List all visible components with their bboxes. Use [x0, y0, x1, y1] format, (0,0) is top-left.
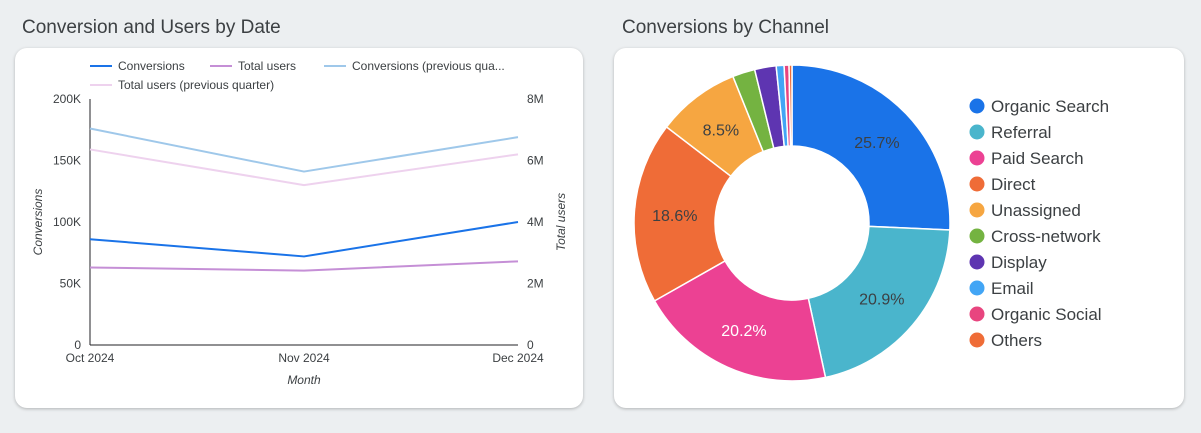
y-tick-label: 100K	[53, 215, 81, 229]
x-tick-label: Nov 2024	[278, 351, 330, 365]
legend-item-7[interactable]: Display	[969, 253, 1048, 272]
legend-item-9[interactable]: Organic Social	[969, 305, 1102, 324]
slice-10[interactable]	[788, 64, 793, 147]
legend-item-8[interactable]: Email	[969, 279, 1034, 298]
y-tick-label: 0	[74, 338, 81, 352]
y2-axis-title: Total users	[554, 193, 568, 251]
slice-label: 25.7%	[854, 135, 899, 152]
slice-label: 18.6%	[652, 208, 697, 225]
legend-label: Email	[991, 279, 1034, 298]
legend-item-6[interactable]: Cross-network	[969, 227, 1102, 246]
series-line-3[interactable]	[89, 127, 519, 173]
legend-item-3[interactable]: Paid Search	[969, 149, 1084, 168]
legend-item-10[interactable]: Others	[969, 331, 1043, 350]
legend-label: Unassigned	[991, 201, 1081, 220]
legend-label: Total users (previous quarter)	[118, 78, 274, 92]
pie-chart-card: 25.7% 20.9% 20.2% 18.6% 8.5% Organic Search Re…	[614, 48, 1184, 408]
legend-label: Conversions (previous qua...	[352, 59, 505, 73]
slice-2[interactable]	[807, 225, 951, 379]
legend-label: Others	[991, 331, 1042, 350]
legend-item-1[interactable]: Organic Search	[969, 97, 1110, 116]
legend-item-2[interactable]: Referral	[969, 123, 1052, 142]
legend-dot	[969, 228, 985, 244]
x-tick-label: Dec 2024	[492, 351, 544, 365]
legend-dot	[969, 306, 985, 322]
y-tick-label: 200K	[53, 92, 81, 106]
series-line-4[interactable]	[89, 148, 519, 187]
legend-label: Conversions	[118, 59, 185, 73]
legend-dot	[969, 332, 985, 348]
y2-tick-label: 8M	[527, 92, 544, 106]
x-axis-title: Month	[287, 373, 321, 387]
y2-tick-label: 0	[527, 338, 534, 352]
slice-4[interactable]	[633, 125, 732, 302]
legend-item-2[interactable]: Total users	[210, 59, 296, 73]
legend-label: Paid Search	[991, 149, 1084, 168]
y-tick-label: 50K	[60, 277, 81, 291]
legend-item-4[interactable]: Total users (previous quarter)	[90, 78, 274, 92]
slice-label: 8.5%	[703, 122, 739, 139]
legend-label: Direct	[991, 175, 1036, 194]
legend-label: Organic Search	[991, 97, 1109, 116]
legend-dot	[969, 150, 985, 166]
legend-item-1[interactable]: Conversions	[90, 59, 185, 73]
slice-3[interactable]	[653, 259, 827, 382]
legend-label: Cross-network	[991, 227, 1101, 246]
donut-chart: 25.7% 20.9% 20.2% 18.6% 8.5% Organic Search Re…	[633, 64, 1110, 382]
legend-dot	[969, 124, 985, 140]
slice-label: 20.9%	[859, 292, 904, 309]
y2-tick-label: 4M	[527, 215, 544, 229]
x-tick-label: Oct 2024	[66, 351, 115, 365]
legend-label: Total users	[238, 59, 296, 73]
legend-item-3[interactable]: Conversions (previous qua...	[324, 59, 505, 73]
series-line-2[interactable]	[89, 260, 519, 272]
y-tick-label: 150K	[53, 154, 81, 168]
slice-label: 20.2%	[721, 323, 766, 340]
legend-label: Display	[991, 253, 1047, 272]
legend-item-5[interactable]: Unassigned	[969, 201, 1081, 220]
y2-tick-label: 2M	[527, 277, 544, 291]
legend-label: Referral	[991, 123, 1051, 142]
legend-dot	[969, 254, 985, 270]
legend-item-4[interactable]: Direct	[969, 175, 1036, 194]
legend-dot	[969, 98, 985, 114]
line-chart-title: Conversion and Users by Date	[22, 17, 281, 38]
series-line-1[interactable]	[89, 221, 519, 258]
y-axis-title: Conversions	[31, 189, 45, 256]
legend-dot	[969, 202, 985, 218]
y2-tick-label: 6M	[527, 154, 544, 168]
pie-chart-title: Conversions by Channel	[622, 17, 830, 38]
slice-1[interactable]	[791, 64, 951, 231]
line-chart: Conversions Total users Conversions (previ…	[31, 59, 568, 387]
legend-dot	[969, 176, 985, 192]
line-chart-card: Conversions Total users Conversions (previ…	[15, 48, 583, 408]
legend-label: Organic Social	[991, 305, 1102, 324]
legend-dot	[969, 280, 985, 296]
